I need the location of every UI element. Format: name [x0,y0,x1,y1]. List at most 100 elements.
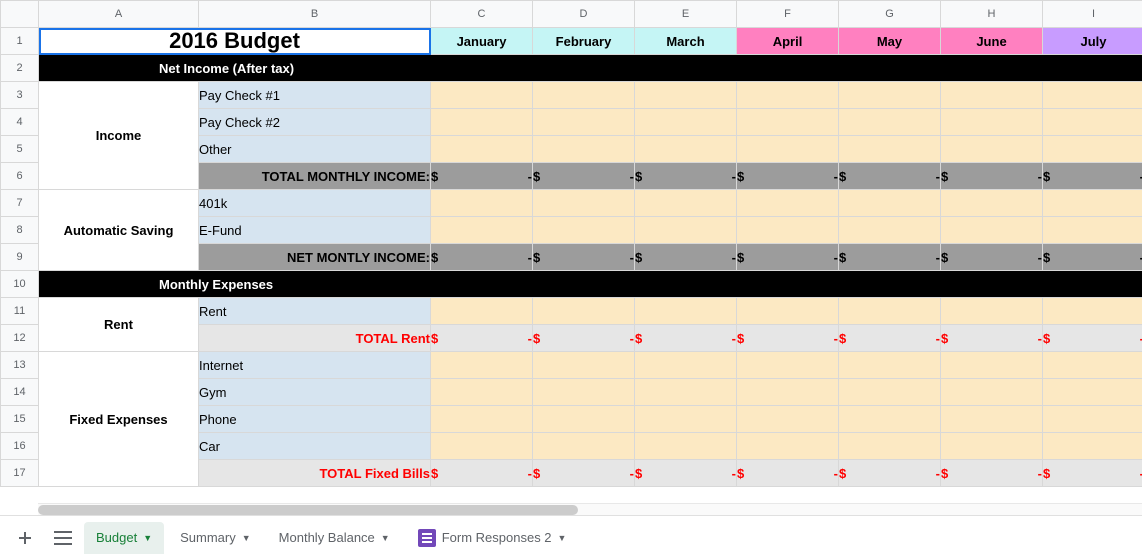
cell-total[interactable]: $- [635,163,737,190]
category-rent[interactable]: Rent [39,298,199,352]
item-phone[interactable]: Phone [199,406,431,433]
cell-total[interactable]: $- [431,460,533,487]
horizontal-scrollbar[interactable] [38,503,1142,515]
cell[interactable] [1043,82,1142,109]
col-header-F[interactable]: F [737,1,839,28]
cell[interactable] [635,379,737,406]
cell-total[interactable]: $- [533,460,635,487]
cell-total[interactable]: $- [533,325,635,352]
label-total-fixed[interactable]: TOTAL Fixed Bills [199,460,431,487]
label-total-monthly-income[interactable]: TOTAL MONTHLY INCOME: [199,163,431,190]
cell[interactable] [635,109,737,136]
col-header-C[interactable]: C [431,1,533,28]
cell[interactable] [839,136,941,163]
cell[interactable] [431,109,533,136]
cell[interactable] [431,217,533,244]
item-pay2[interactable]: Pay Check #2 [199,109,431,136]
cell[interactable] [431,190,533,217]
tab-form-responses[interactable]: Form Responses 2 ▼ [406,522,579,554]
item-401k[interactable]: 401k [199,190,431,217]
tab-monthly-balance[interactable]: Monthly Balance ▼ [267,522,402,554]
cell[interactable] [737,217,839,244]
cell-month-mar[interactable]: March [635,28,737,55]
col-header-I[interactable]: I [1043,1,1142,28]
cell-total[interactable]: $- [941,163,1043,190]
cell[interactable] [635,352,737,379]
cell[interactable] [737,190,839,217]
cell-total[interactable]: $- [431,163,533,190]
cell[interactable] [839,406,941,433]
item-internet[interactable]: Internet [199,352,431,379]
category-income[interactable]: Income [39,82,199,190]
cell-total[interactable]: $- [1043,460,1142,487]
cell[interactable] [635,217,737,244]
cell[interactable] [533,379,635,406]
item-car[interactable]: Car [199,433,431,460]
cell[interactable] [533,352,635,379]
cell[interactable] [635,406,737,433]
col-header-A[interactable]: A [39,1,199,28]
tab-budget[interactable]: Budget ▼ [84,522,164,554]
cell-total[interactable]: $- [737,460,839,487]
cell[interactable] [839,190,941,217]
cell[interactable] [1043,217,1142,244]
cell[interactable] [941,217,1043,244]
cell[interactable] [839,298,941,325]
cell[interactable] [431,433,533,460]
row-header-17[interactable]: 17 [1,460,39,487]
cell[interactable] [1043,298,1142,325]
row-header-11[interactable]: 11 [1,298,39,325]
add-sheet-button[interactable] [8,521,42,555]
item-pay1[interactable]: Pay Check #1 [199,82,431,109]
cell-month-apr[interactable]: April [737,28,839,55]
cell[interactable] [431,352,533,379]
cell[interactable] [941,433,1043,460]
cell-total[interactable]: $- [839,460,941,487]
cell-total[interactable]: $- [839,163,941,190]
section-net-income[interactable]: Net Income (After tax) [39,55,1142,82]
cell-total[interactable]: $- [941,244,1043,271]
cell[interactable] [941,136,1043,163]
cell-total[interactable]: $- [1043,244,1142,271]
cell-month-may[interactable]: May [839,28,941,55]
cell-total[interactable]: $- [737,244,839,271]
cell[interactable] [839,433,941,460]
tab-summary[interactable]: Summary ▼ [168,522,263,554]
cell[interactable] [1043,406,1142,433]
cell[interactable] [839,379,941,406]
cell[interactable] [635,82,737,109]
cell-total[interactable]: $- [431,325,533,352]
cell-total[interactable]: $- [1043,163,1142,190]
spreadsheet-viewport[interactable]: A B C D E F G H I 1 2016 Budget January … [0,0,1142,515]
cell[interactable] [1043,190,1142,217]
cell[interactable] [1043,136,1142,163]
col-header-H[interactable]: H [941,1,1043,28]
select-all-corner[interactable] [1,1,39,28]
cell-total[interactable]: $- [533,244,635,271]
cell[interactable] [941,406,1043,433]
cell[interactable] [941,109,1043,136]
item-efund[interactable]: E-Fund [199,217,431,244]
cell-total[interactable]: $- [533,163,635,190]
cell[interactable] [737,406,839,433]
cell[interactable] [737,82,839,109]
cell-total[interactable]: $- [839,244,941,271]
cell[interactable] [533,298,635,325]
cell[interactable] [737,379,839,406]
item-rent[interactable]: Rent [199,298,431,325]
col-header-E[interactable]: E [635,1,737,28]
cell[interactable] [941,298,1043,325]
row-header-10[interactable]: 10 [1,271,39,298]
cell[interactable] [1043,379,1142,406]
cell[interactable] [533,82,635,109]
col-header-G[interactable]: G [839,1,941,28]
row-header-4[interactable]: 4 [1,109,39,136]
row-header-15[interactable]: 15 [1,406,39,433]
cell-total[interactable]: $- [941,460,1043,487]
cell[interactable] [533,190,635,217]
cell[interactable] [839,109,941,136]
cell[interactable] [941,82,1043,109]
cell[interactable] [635,190,737,217]
label-net-monthly-income[interactable]: NET MONTLY INCOME: [199,244,431,271]
row-header-8[interactable]: 8 [1,217,39,244]
